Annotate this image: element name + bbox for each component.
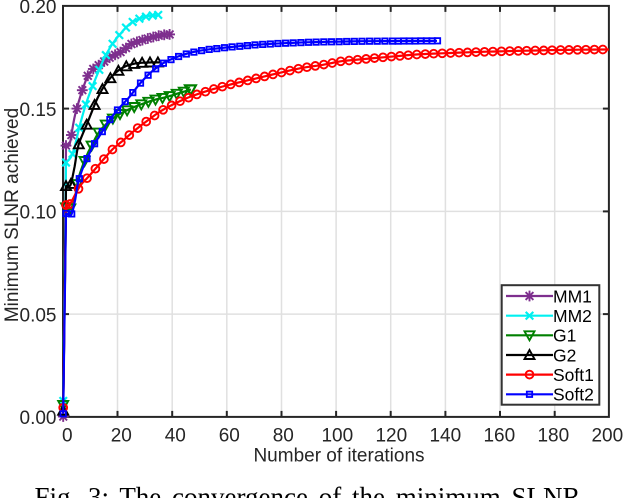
- svg-text:60: 60: [219, 426, 240, 447]
- svg-text:G2: G2: [553, 345, 576, 365]
- svg-text:Number of iterations: Number of iterations: [253, 445, 424, 466]
- svg-text:20: 20: [111, 426, 132, 447]
- svg-text:MM1: MM1: [553, 286, 592, 306]
- svg-text:Soft1: Soft1: [553, 365, 594, 385]
- svg-text:Soft2: Soft2: [553, 385, 594, 405]
- svg-text:140: 140: [429, 426, 461, 447]
- svg-text:0.00: 0.00: [20, 408, 57, 429]
- svg-text:G1: G1: [553, 326, 576, 346]
- svg-text:180: 180: [537, 426, 569, 447]
- svg-text:0.15: 0.15: [20, 100, 57, 121]
- svg-text:0: 0: [62, 426, 73, 447]
- svg-text:Minimum SLNR achieved: Minimum SLNR achieved: [2, 108, 23, 322]
- svg-text:100: 100: [321, 426, 353, 447]
- svg-text:0.10: 0.10: [20, 203, 57, 224]
- svg-text:MM2: MM2: [553, 306, 592, 326]
- svg-text:0.05: 0.05: [20, 305, 57, 326]
- svg-text:200: 200: [591, 426, 623, 447]
- svg-text:160: 160: [483, 426, 515, 447]
- svg-text:40: 40: [165, 426, 186, 447]
- svg-text:0.20: 0.20: [20, 0, 57, 18]
- svg-text:120: 120: [375, 426, 407, 447]
- svg-text:80: 80: [273, 426, 294, 447]
